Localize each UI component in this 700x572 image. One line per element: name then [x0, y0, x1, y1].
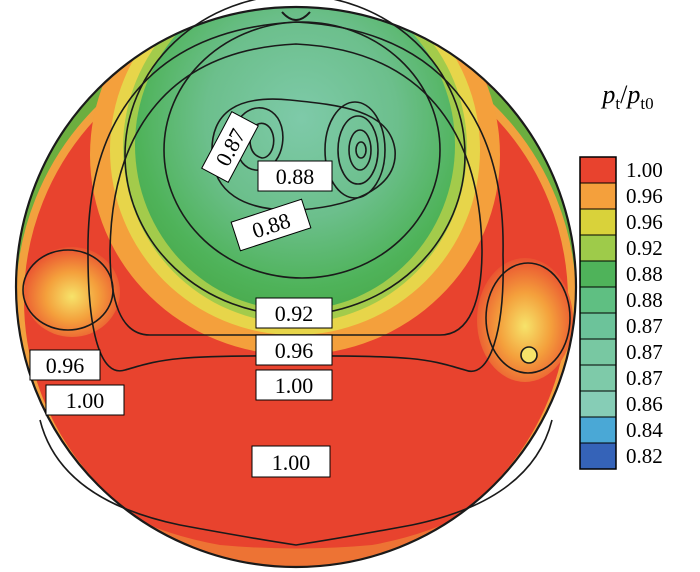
colorbar-title-sep: / [620, 80, 628, 109]
colorbar-tick-label: 0.92 [626, 236, 663, 260]
colorbar-swatch [579, 364, 617, 392]
contour-100-lower [39, 419, 553, 546]
contour-side-left [22, 249, 114, 331]
colorbar-tick-label: 0.87 [626, 340, 663, 364]
vortex-right-3 [348, 129, 372, 171]
contour-side-right [485, 262, 571, 374]
colorbar-tick-label: 0.88 [626, 288, 663, 312]
core-green [135, 7, 455, 310]
contour-088-outer [163, 21, 441, 279]
contour-label-100-center-text: 1.00 [275, 373, 314, 398]
contour-label-096-left-text: 0.96 [46, 353, 85, 378]
top-notch [281, 11, 311, 21]
contour-label-100-left-text: 1.00 [66, 388, 105, 413]
colorbar-swatch [579, 442, 617, 470]
colorbar-swatch [579, 390, 617, 418]
colorbar-tick-label: 0.96 [626, 210, 663, 234]
colorbar-swatch [579, 234, 617, 262]
colorbar-swatch [579, 338, 617, 366]
left-vortex [24, 247, 120, 337]
colorbar-tick-label: 0.82 [626, 444, 663, 468]
vortex-right-2 [337, 115, 379, 185]
contour-label-088-a-text: 0.88 [276, 164, 315, 189]
contour-label-100-bottom-text: 1.00 [272, 450, 311, 475]
contour-088-inner [211, 98, 396, 211]
colorbar-swatch [579, 156, 617, 184]
colorbar-tick-label: 0.96 [626, 184, 663, 208]
contour-label-096-center: 0.96 [255, 334, 333, 366]
contour-label-100-center: 1.00 [255, 369, 333, 401]
colorbar-tick-label: 0.87 [626, 314, 663, 338]
vortex-left-outer [233, 107, 284, 171]
contour-outer [87, 21, 504, 373]
right-vortex [477, 258, 573, 382]
contour-label-group: 0.87 0.88 0.88 0.92 0.96 1.00 0.96 1.00 [29, 111, 333, 478]
colorbar-swatch [579, 312, 617, 340]
colorbar-tick-label: 0.86 [626, 392, 663, 416]
colorbar-swatch [579, 416, 617, 444]
colorbar-swatch [579, 260, 617, 288]
contour-096 [109, 43, 483, 336]
contour-spot [520, 346, 538, 364]
contour-label-100-bottom: 1.00 [251, 445, 331, 478]
contour-label-092-text: 0.92 [275, 301, 314, 326]
colorbar-tick-label: 0.84 [626, 418, 663, 442]
vortex-right-1 [324, 101, 386, 199]
colorbar-tick-label: 0.87 [626, 366, 663, 390]
colorbar-title-sub2: t0 [640, 94, 653, 113]
contour-label-096-center-text: 0.96 [275, 338, 314, 363]
colorbar-swatch [579, 182, 617, 210]
contour-label-092: 0.92 [255, 297, 333, 329]
colorbar-swatch [579, 286, 617, 314]
colorbar-title-p1: p [600, 80, 615, 109]
colorbar-title-p2: p [625, 80, 640, 109]
colorbar-tick-label: 0.88 [626, 262, 663, 286]
colorbar-title-sub1: t [615, 94, 620, 113]
disc-outline [14, 5, 578, 569]
colorbar-swatch [579, 208, 617, 236]
contour-label-096-left: 0.96 [29, 349, 101, 381]
colorbar-title: pt/pt0 [600, 80, 653, 113]
contour-label-100-left: 1.00 [45, 384, 125, 416]
colorbar: 1.000.960.960.920.880.880.870.870.870.86… [579, 156, 663, 470]
colorbar-frame [579, 156, 617, 470]
colorbar-tick-label: 1.00 [626, 158, 663, 182]
contour-label-088-a: 0.88 [257, 160, 333, 192]
vortex-right-4 [355, 141, 367, 159]
